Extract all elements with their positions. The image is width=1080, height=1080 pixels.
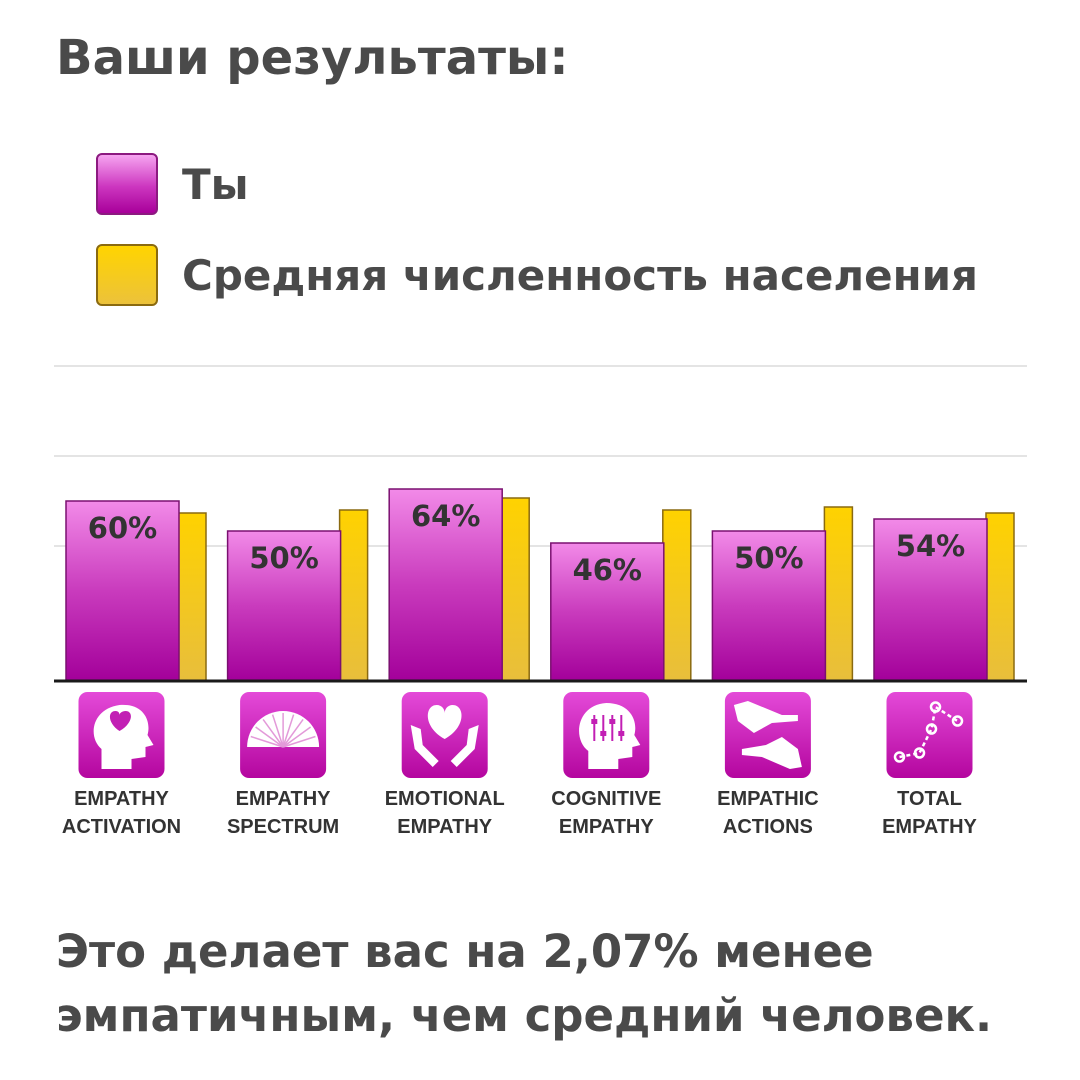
category-label-line1: EMPATHY [236,788,331,810]
bar-you [711,530,827,682]
bar-value-label: 64% [411,499,480,533]
bar-you [65,500,180,682]
bar-chart: 60% EMPATHY ACTIVATION 50% EMPATHY SPECTRUM 64… [54,365,1027,838]
bar-average [662,509,692,682]
head-heart-icon [78,692,165,778]
legend-item-you: Ты [96,153,249,215]
spectrum-fan-icon [240,692,327,778]
legend-swatch-average [96,244,158,306]
category-label-line1: EMPATHIC [717,788,818,810]
bar-value-label: 46% [573,553,642,587]
category-label-line2: ACTIONS [723,816,813,838]
helping-hands-icon [724,692,811,778]
bar-value-label: 50% [249,541,318,575]
legend-swatch-you [96,153,158,215]
head-sliders-icon [563,692,650,778]
category-label-line2: SPECTRUM [227,816,339,838]
bar-you [226,530,342,682]
bar-average [823,506,854,682]
page-title: Ваши результаты: [56,30,569,86]
category-label-line1: EMPATHY [74,788,169,810]
bar-average [985,512,1015,682]
bar-value-label: 50% [734,541,803,575]
constellation-icon [886,692,973,778]
bar-you [873,518,988,682]
legend-item-average: Средняя численность населения [96,244,978,306]
legend-label-average: Средняя численность населения [182,250,978,300]
category-label-line2: EMPATHY [882,816,977,838]
bar-value-label: 60% [88,511,157,545]
category-label-line2: ACTIVATION [62,816,181,838]
hands-heart-icon [401,692,488,778]
category-label-line2: EMPATHY [559,816,654,838]
legend-label-you: Ты [182,159,249,209]
category-label-line1: COGNITIVE [551,788,661,810]
summary-text: Это делает вас на 2,07% менее эмпатичным… [56,925,993,1042]
category-label-line1: TOTAL [897,788,962,810]
category-label-line2: EMPATHY [397,816,492,838]
bar-average [338,509,369,682]
bar-value-label: 54% [896,529,965,563]
bar-average [500,497,530,682]
bar-average [177,512,207,682]
category-label-line1: EMOTIONAL [385,788,505,810]
